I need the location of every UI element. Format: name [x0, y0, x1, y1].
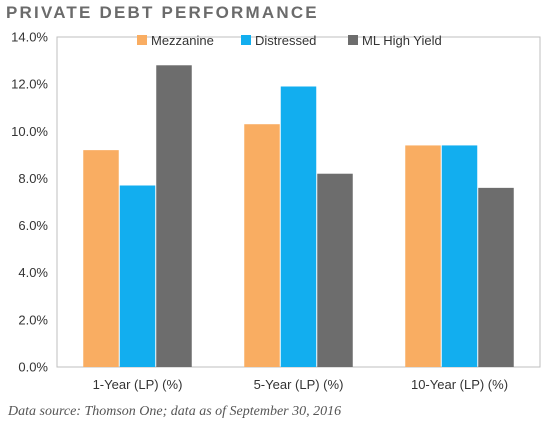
chart-title: PRIVATE DEBT PERFORMANCE	[6, 3, 319, 22]
legend: Mezzanine Distressed ML High Yield	[137, 33, 442, 48]
bar	[405, 145, 441, 367]
x-axis-ticks: 1-Year (LP) (%) 5-Year (LP) (%) 10-Year (L…	[93, 377, 508, 392]
bar	[244, 124, 280, 367]
legend-swatch	[348, 35, 358, 45]
legend-label: Distressed	[255, 33, 316, 48]
bar	[280, 86, 317, 367]
y-tick-label: 6.0%	[18, 218, 48, 233]
legend-label: Mezzanine	[151, 33, 214, 48]
legend-swatch	[241, 35, 251, 45]
bars	[83, 65, 514, 368]
y-axis-ticks: 0.0% 2.0% 4.0% 6.0% 8.0% 10.0% 12.0% 14.0%	[11, 30, 48, 375]
bar	[478, 187, 514, 367]
bar	[156, 65, 192, 368]
bar	[83, 150, 119, 367]
bar	[441, 145, 478, 367]
y-tick-label: 12.0%	[11, 77, 48, 92]
data-source-note: Data source: Thomson One; data as of Sep…	[8, 404, 342, 419]
legend-label: ML High Yield	[362, 33, 442, 48]
x-tick-label: 10-Year (LP) (%)	[411, 377, 508, 392]
x-tick-label: 5-Year (LP) (%)	[254, 377, 344, 392]
legend-swatch	[137, 35, 147, 45]
y-tick-label: 14.0%	[11, 30, 48, 45]
bar	[317, 173, 353, 367]
y-tick-label: 2.0%	[18, 312, 48, 327]
x-tick-label: 1-Year (LP) (%)	[93, 377, 183, 392]
y-tick-label: 0.0%	[18, 360, 48, 375]
y-tick-label: 8.0%	[18, 171, 48, 186]
y-tick-label: 4.0%	[18, 265, 48, 280]
bar	[119, 185, 156, 367]
y-tick-label: 10.0%	[11, 124, 48, 139]
